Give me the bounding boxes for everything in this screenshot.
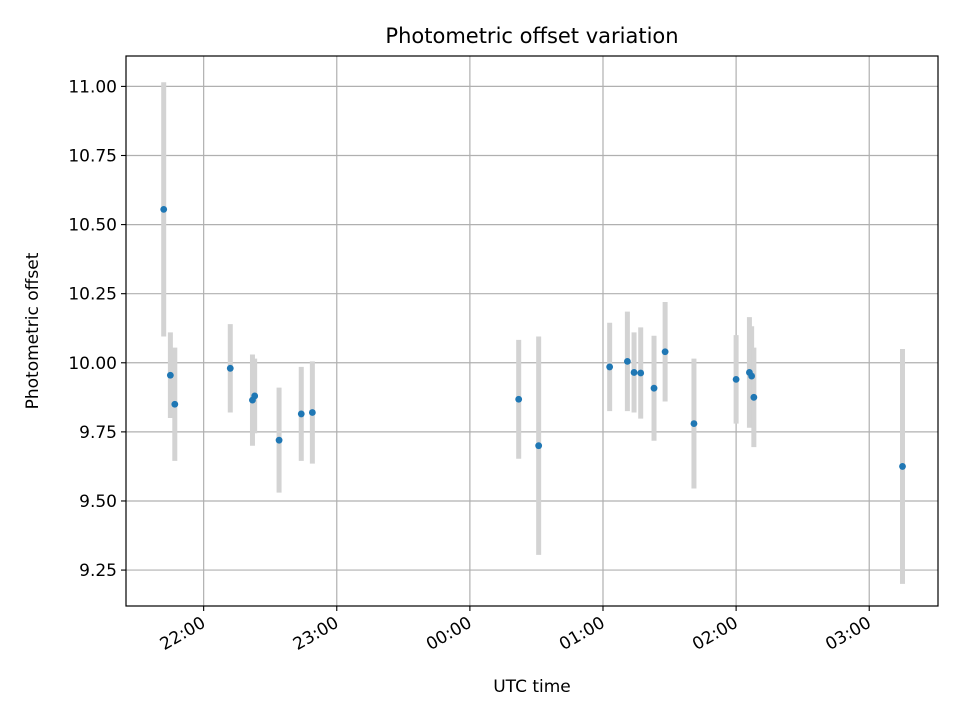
y-tick-label: 10.00 — [68, 354, 117, 374]
grid — [126, 56, 938, 606]
data-point — [637, 369, 645, 377]
y-tick-label: 10.50 — [68, 216, 117, 236]
data-point — [308, 409, 316, 416]
y-tick-label: 9.25 — [79, 561, 117, 581]
data-point — [297, 410, 305, 418]
y-axis-label: Photometric offset — [23, 252, 43, 409]
data-point — [630, 369, 638, 376]
y-tick-label: 11.00 — [68, 77, 117, 97]
data-point — [661, 348, 669, 356]
data-point — [750, 393, 758, 401]
data-points — [160, 205, 906, 470]
data-point — [251, 392, 259, 400]
y-tick-label: 10.25 — [68, 285, 117, 305]
y-tick-label: 9.75 — [79, 423, 117, 443]
data-point — [690, 420, 698, 427]
data-point — [515, 395, 523, 403]
data-point — [171, 400, 179, 408]
data-point — [275, 436, 283, 444]
chart-title: Photometric offset variation — [385, 24, 678, 48]
data-point — [650, 384, 658, 392]
y-tick-label: 10.75 — [68, 146, 117, 166]
data-point — [748, 372, 756, 380]
data-point — [623, 358, 631, 365]
data-point — [160, 205, 168, 213]
data-point — [606, 363, 614, 371]
data-point — [732, 375, 740, 383]
data-point — [226, 364, 234, 372]
data-point — [166, 371, 174, 379]
data-point — [535, 442, 543, 450]
y-tick-label: 9.50 — [79, 492, 117, 512]
x-axis-label: UTC time — [493, 677, 571, 697]
plot-area-frame — [125, 55, 939, 607]
data-point — [899, 463, 906, 470]
